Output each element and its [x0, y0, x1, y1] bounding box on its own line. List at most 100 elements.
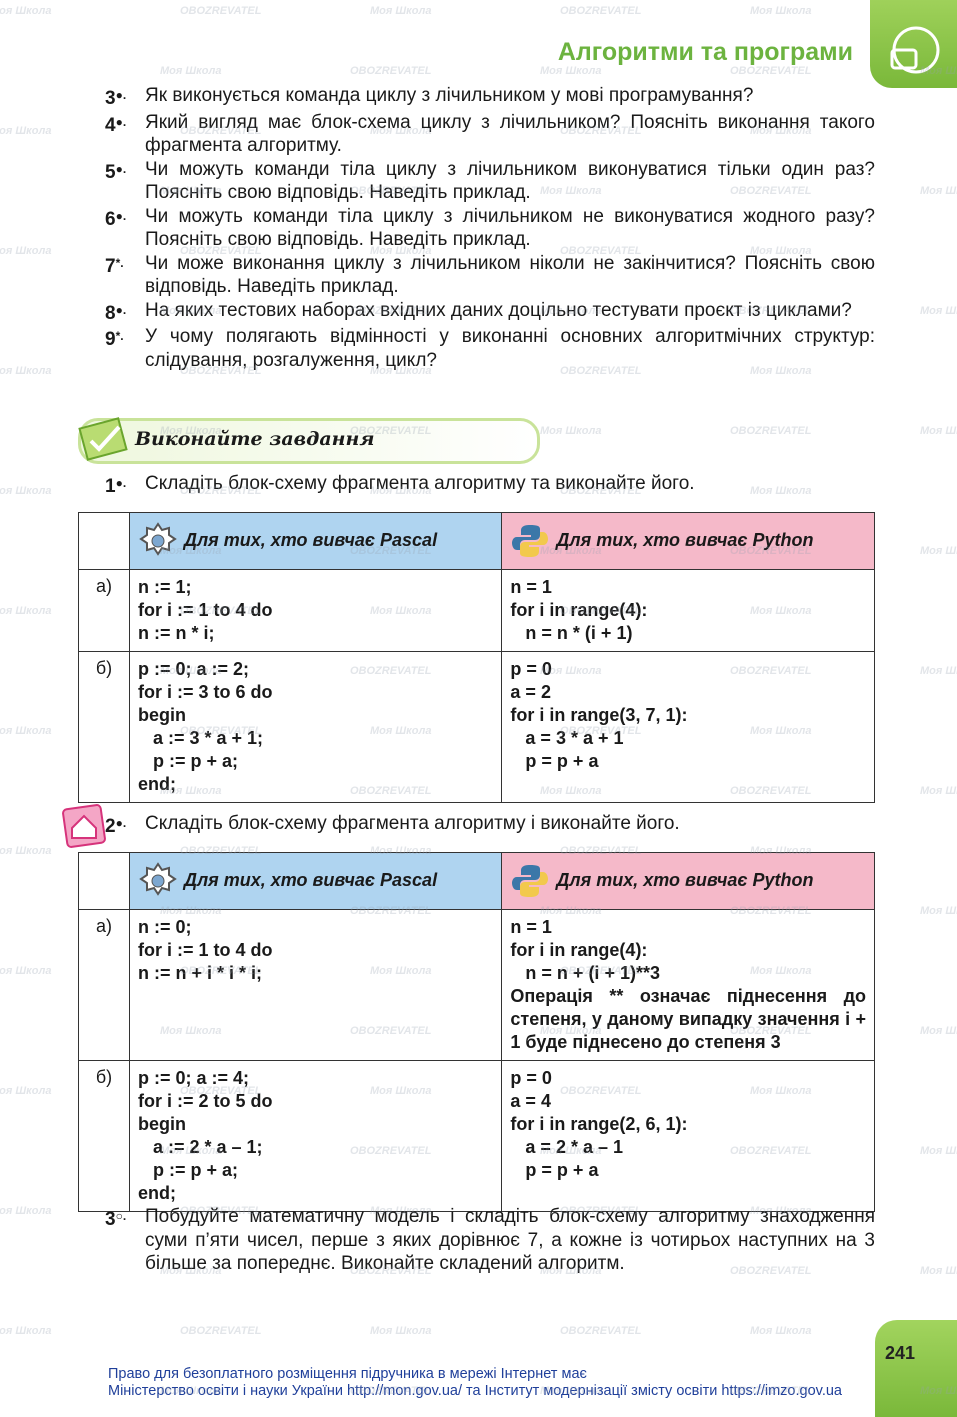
table-header-row: Для тих, хто вивчає Pascal Для тих, хто в… — [78, 512, 875, 570]
watermark: OBOZREVATEL — [350, 785, 432, 797]
watermark: Моя Школа — [160, 65, 222, 77]
python-code: p = 0 a = 2 for i in range(3, 7, 1): a = 3… — [501, 651, 875, 803]
watermark: OBOZREVATEL — [560, 605, 642, 617]
question-number: 7*. — [105, 255, 124, 277]
code-line: n := 0; — [137, 917, 192, 937]
watermark: Моя Школа — [160, 785, 222, 797]
watermark: OBOZREVATEL — [180, 485, 262, 497]
watermark: Моя Школа — [540, 1385, 602, 1397]
code-line: p = 0 — [510, 1068, 552, 1088]
watermark: Моя Школа — [750, 365, 812, 377]
watermark: OBOZREVATEL — [560, 365, 642, 377]
footer-line: Міністерство освіти і науки України http… — [108, 1383, 842, 1399]
code-line: p = p + a — [510, 1160, 599, 1180]
task: 2●. Складіть блок-схему фрагмента алгорит… — [105, 812, 875, 839]
watermark: OBOZREVATEL — [350, 425, 432, 437]
task: 3○. Побудуйте математичну модель і складі… — [105, 1205, 875, 1276]
header-title: Алгоритми та програми — [557, 38, 853, 66]
watermark: OBOZREVATEL — [180, 725, 262, 737]
question: 4●. Який вигляд має блок-схема циклу з лі… — [105, 111, 875, 158]
question-text: Який вигляд має блок-схема циклу з лічил… — [145, 111, 875, 157]
watermark: Моя Школа — [370, 965, 432, 977]
code-line: n := n * i; — [137, 623, 215, 643]
code-line: for i in range(2, 6, 1): — [510, 1114, 688, 1134]
table-row: а) n := 1; for i := 1 to 4 do n := n * i; n … — [78, 569, 875, 652]
question-text: У чому полягають відмінності у виконанні… — [145, 326, 875, 371]
question-mark: ●. — [115, 114, 127, 129]
column-header-text: Для тих, хто вивчає Pascal — [183, 529, 438, 550]
task-mark: ○. — [115, 1209, 127, 1223]
watermark: Моя Школа — [0, 1205, 52, 1217]
code-line: for i := 3 to 6 do — [137, 682, 273, 702]
watermark: OBOZREVATEL — [560, 965, 642, 977]
watermark: OBOZREVATEL — [180, 245, 262, 257]
watermark: Моя Школа — [750, 1205, 812, 1217]
watermark: OBOZREVATEL — [350, 1145, 432, 1157]
watermark: Моя Школа — [750, 1085, 812, 1097]
table-row: б) p := 0; a := 4; for i := 2 to 5 do begin… — [78, 1060, 875, 1212]
question: 8●. На яких тестових наборах вхідних дани… — [105, 299, 875, 326]
code-line: a = 2 — [510, 682, 551, 702]
question: 6●. Чи можуть команди тіла циклу з лічиль… — [105, 205, 875, 252]
watermark: Моя Школа — [370, 5, 432, 17]
code-line: n := n + i * i * i; — [137, 963, 262, 983]
watermark: OBOZREVATEL — [730, 1385, 812, 1397]
watermark: Моя Школа — [920, 545, 957, 557]
code-line: for i in range(4): — [510, 600, 648, 620]
watermark: OBOZREVATEL — [350, 65, 432, 77]
column-header-text: Для тих, хто вивчає Python — [556, 529, 814, 550]
column-header-text: Для тих, хто вивчає Python — [556, 869, 814, 890]
watermark: OBOZREVATEL — [730, 1025, 812, 1037]
watermark: Моя Школа — [0, 365, 52, 377]
code-line: n = 1 — [510, 917, 552, 937]
code-line: begin — [137, 705, 186, 725]
watermark: Моя Школа — [370, 845, 432, 857]
watermark: Моя Школа — [750, 125, 812, 137]
watermark: OBOZREVATEL — [730, 65, 812, 77]
watermark: Моя Школа — [540, 65, 602, 77]
pascal-code: n := 1; for i := 1 to 4 do n := n * i; — [128, 569, 503, 652]
task-text: Складіть блок-схему фрагмента алгоритму … — [145, 473, 695, 494]
question-text: Чи можуть команди тіла циклу з лічильник… — [145, 158, 875, 204]
column-header: Для тих, хто вивчає Pascal — [128, 852, 503, 910]
python-code: n = 1 for i in range(4): n = n + (i + 1)*… — [501, 909, 875, 1061]
watermark: OBOZREVATEL — [730, 1145, 812, 1157]
code-line: for i in range(3, 7, 1): — [510, 705, 688, 725]
question-text: На яких тестових наборах вхідних даних д… — [145, 299, 852, 321]
watermark: Моя Школа — [920, 425, 957, 437]
watermark: Моя Школа — [0, 485, 52, 497]
row-label: б) — [78, 1060, 130, 1212]
watermark: Моя Школа — [750, 605, 812, 617]
watermark: OBOZREVATEL — [560, 245, 642, 257]
watermark: Моя Школа — [540, 665, 602, 677]
question-mark: *. — [115, 255, 124, 270]
watermark: Моя Школа — [920, 1025, 957, 1037]
task-number: 2●. — [105, 816, 127, 837]
watermark: Моя Школа — [160, 305, 222, 317]
watermark: Моя Школа — [370, 125, 432, 137]
watermark: Моя Школа — [540, 1025, 602, 1037]
watermark: OBOZREVATEL — [560, 125, 642, 137]
watermark: Моя Школа — [160, 1145, 222, 1157]
question-mark: ●. — [115, 208, 127, 223]
question-mark: ●. — [115, 302, 127, 317]
task-number: 3○. — [105, 1209, 127, 1230]
watermark: OBOZREVATEL — [350, 665, 432, 677]
watermark: Моя Школа — [0, 845, 52, 857]
watermark: OBOZREVATEL — [180, 365, 262, 377]
task-text: Побудуйте математичну модель і складіть … — [145, 1206, 875, 1274]
question: 5●. Чи можуть команди тіла циклу з лічиль… — [105, 158, 875, 205]
watermark: Моя Школа — [750, 245, 812, 257]
watermark: Моя Школа — [0, 5, 52, 17]
task-table: Для тих, хто вивчає Pascal Для тих, хто в… — [78, 852, 875, 1212]
watermark: OBOZREVATEL — [180, 605, 262, 617]
corner-cell — [78, 512, 130, 570]
watermark: Моя Школа — [370, 605, 432, 617]
watermark: OBOZREVATEL — [180, 1325, 262, 1337]
task-number: 1●. — [105, 476, 127, 497]
section-icon — [78, 417, 128, 461]
watermark: OBOZREVATEL — [180, 1205, 262, 1217]
pascal-icon — [139, 522, 177, 556]
watermark: OBOZREVATEL — [560, 845, 642, 857]
watermark: Моя Школа — [540, 785, 602, 797]
